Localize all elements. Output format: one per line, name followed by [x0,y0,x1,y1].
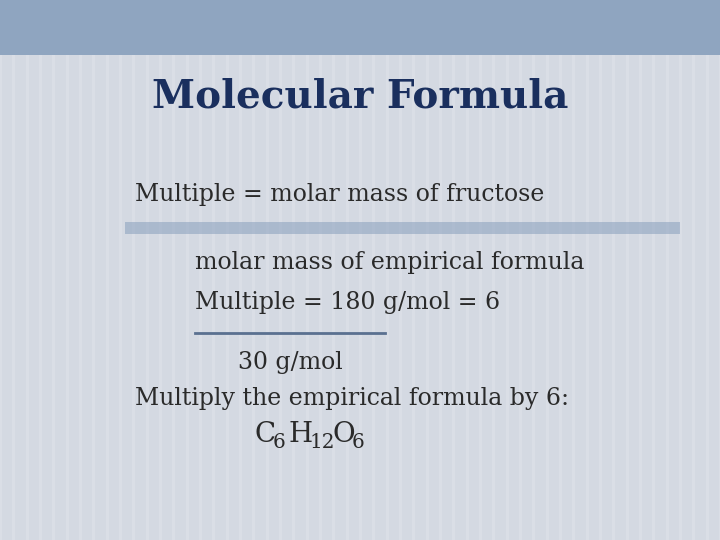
FancyBboxPatch shape [125,222,680,234]
Text: Molecular Formula: Molecular Formula [152,78,568,116]
Text: 6: 6 [273,434,286,453]
FancyBboxPatch shape [0,0,720,55]
Text: Multiply the empirical formula by 6:: Multiply the empirical formula by 6: [135,387,569,409]
Text: 6: 6 [352,434,365,453]
Text: Multiple = molar mass of fructose: Multiple = molar mass of fructose [135,184,544,206]
Text: Multiple = 180 g/mol = 6: Multiple = 180 g/mol = 6 [195,291,500,314]
Text: O: O [333,422,356,449]
Text: H: H [288,422,312,449]
Text: C: C [255,422,276,449]
Text: molar mass of empirical formula: molar mass of empirical formula [195,251,585,273]
Text: 30 g/mol: 30 g/mol [238,350,343,374]
Text: 12: 12 [309,434,335,453]
